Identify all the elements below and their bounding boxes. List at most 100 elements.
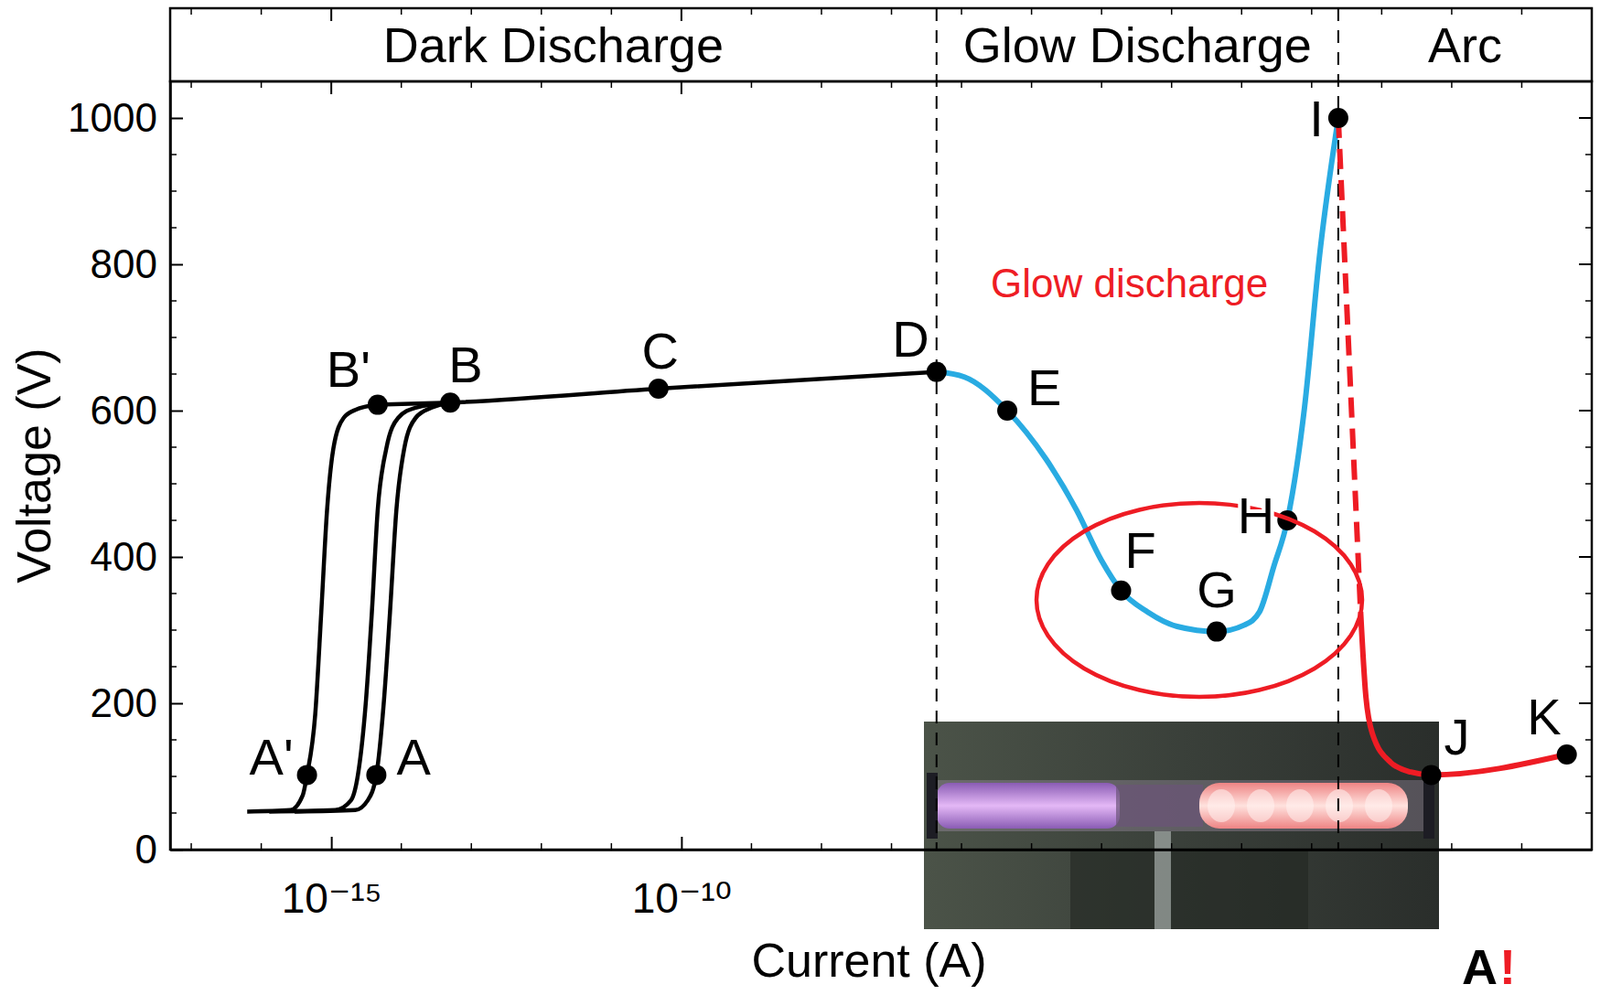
- y-tick-mark-right: [1578, 117, 1592, 119]
- x-minor-tick: [190, 8, 193, 15]
- x-axis-line: [171, 848, 1593, 852]
- x-minor-tick: [1170, 81, 1173, 88]
- x-minor-tick: [260, 843, 263, 850]
- y-minor-tick: [170, 190, 177, 193]
- x-minor-tick: [1590, 8, 1593, 15]
- x-tick-mark-top: [330, 8, 333, 22]
- x-minor-tick: [1450, 8, 1453, 15]
- y-tick-mark: [170, 264, 183, 267]
- y-tick: 600: [90, 387, 183, 433]
- highlight-ellipse: [1036, 503, 1363, 698]
- y-tick-mark: [170, 849, 183, 852]
- series-line: [1338, 118, 1361, 613]
- y-tick-mark-right: [1578, 556, 1592, 559]
- band-frame: [170, 8, 1592, 82]
- x-minor-tick: [1310, 8, 1313, 15]
- x-minor-tick: [540, 8, 543, 15]
- y-minor-tick: [170, 373, 177, 376]
- point: [1557, 744, 1578, 765]
- y-tick-label: 1000: [67, 95, 158, 140]
- x-minor-tick: [751, 81, 753, 88]
- x-minor-tick: [960, 8, 963, 15]
- x-minor-tick: [260, 8, 263, 15]
- y-minor-tick: [1585, 153, 1592, 156]
- point: [440, 392, 461, 413]
- x-minor-tick: [1381, 8, 1384, 15]
- y-minor-tick: [170, 665, 177, 668]
- y-tick-mark-right: [1578, 263, 1592, 266]
- y-tick-label: 800: [90, 241, 158, 287]
- y-tick-mark-right: [1578, 848, 1592, 851]
- region-label: Arc: [1428, 17, 1503, 73]
- x-minor-tick: [1450, 843, 1453, 850]
- y-minor-tick: [170, 812, 177, 815]
- x-minor-tick: [1310, 843, 1313, 850]
- y-minor-tick: [170, 739, 177, 741]
- photo-glow-dim: [1116, 784, 1203, 827]
- x-minor-tick: [1030, 843, 1033, 850]
- mirror-ticks: [331, 8, 1592, 850]
- x-minor-tick: [1241, 8, 1244, 15]
- point: [926, 362, 947, 383]
- x-minor-tick: [1521, 843, 1524, 850]
- x-tick-label: 10⁻¹⁵: [281, 874, 383, 923]
- point-label: H: [1237, 486, 1275, 545]
- photo-striation: [1364, 789, 1393, 823]
- x-minor-tick: [1241, 843, 1244, 850]
- y-tick: 400: [90, 534, 183, 580]
- y-axis-title: Voltage (V): [7, 347, 61, 583]
- y-minor-tick: [1585, 226, 1592, 229]
- photo-striation: [1207, 789, 1235, 823]
- y-minor-tick: [1585, 629, 1592, 632]
- x-minor-tick: [820, 8, 823, 15]
- x-minor-tick: [190, 81, 193, 88]
- x-tick: 10⁻¹⁵: [281, 837, 383, 923]
- y-minor-tick: [1585, 483, 1592, 485]
- x-minor-tick: [1241, 81, 1244, 88]
- x-minor-tick: [1381, 81, 1384, 88]
- point: [997, 400, 1018, 421]
- x-minor-tick: [891, 843, 893, 850]
- x-minor-tick: [470, 8, 473, 15]
- x-minor-tick: [891, 8, 893, 15]
- y-minor-tick: [170, 483, 177, 485]
- x-minor-tick: [540, 843, 543, 850]
- x-minor-tick: [751, 8, 753, 15]
- point-label: G: [1196, 560, 1237, 619]
- point-label: J: [1444, 708, 1471, 766]
- y-minor-tick: [170, 336, 177, 339]
- series-line: [936, 118, 1339, 633]
- y-minor-tick: [1585, 300, 1592, 302]
- photo: [923, 721, 1439, 930]
- x-tick-mark: [680, 837, 683, 850]
- y-axis-line: [169, 82, 172, 851]
- x-axis: 10⁻¹⁵10⁻¹⁰: [171, 837, 1593, 923]
- point-label: F: [1125, 521, 1157, 580]
- photo-striation: [1325, 789, 1354, 823]
- region-boundary: [935, 8, 938, 850]
- photo-tube: [934, 780, 1429, 832]
- point: [1206, 622, 1227, 643]
- x-minor-tick: [1450, 81, 1453, 88]
- photo-striation: [1286, 789, 1314, 823]
- y-tick: 200: [90, 680, 183, 726]
- y-tick-label: 0: [135, 826, 158, 872]
- y-minor-tick: [170, 226, 177, 229]
- photo-ground: [923, 721, 1439, 930]
- x-minor-tick: [1521, 8, 1524, 15]
- y-minor-tick: [1585, 739, 1592, 741]
- y-minor-tick: [1585, 336, 1592, 339]
- photo-striation: [1246, 789, 1275, 823]
- y-minor-tick: [170, 629, 177, 632]
- x-minor-tick: [1100, 843, 1103, 850]
- photo-stand: [1154, 831, 1171, 930]
- y-tick-mark: [170, 118, 183, 120]
- y-tick: 0: [135, 826, 183, 872]
- x-minor-tick: [1170, 843, 1173, 850]
- point-label: K: [1526, 687, 1561, 746]
- point-label: A: [396, 728, 431, 786]
- y-minor-tick: [170, 300, 177, 302]
- photo-shadow: [1070, 849, 1309, 930]
- x-minor-tick: [400, 81, 403, 88]
- x-minor-tick: [1310, 81, 1313, 88]
